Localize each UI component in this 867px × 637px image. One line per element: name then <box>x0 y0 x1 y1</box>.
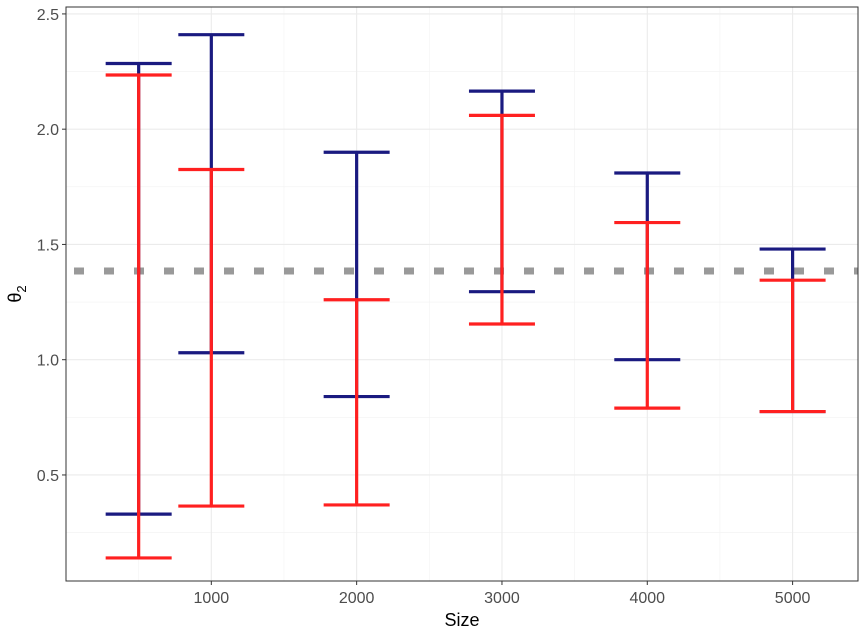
error-bar <box>759 278 826 414</box>
y-tick-label: 2.5 <box>37 7 59 24</box>
x-tick-label: 2000 <box>339 590 375 607</box>
error-bar <box>105 73 172 560</box>
y-tick-label: 2.0 <box>37 122 59 139</box>
error-bar <box>614 220 681 410</box>
panel-border <box>65 6 859 582</box>
y-tick-label: 1.0 <box>37 353 59 370</box>
x-tick-label: 1000 <box>194 590 230 607</box>
error-bar <box>468 113 535 326</box>
error-bar <box>178 167 245 508</box>
y-axis-title: θ2 <box>5 285 29 302</box>
x-tick-label: 3000 <box>484 590 520 607</box>
error-bar <box>323 298 390 507</box>
x-tick-label: 4000 <box>629 590 665 607</box>
y-axis-title-subscript: 2 <box>14 285 29 292</box>
y-tick-label: 0.5 <box>37 468 59 485</box>
x-tick-label: 5000 <box>775 590 811 607</box>
y-axis-title-symbol: θ <box>5 293 25 303</box>
x-axis: 1000 2000 3000 4000 5000 <box>194 581 811 607</box>
y-tick-label: 1.5 <box>37 237 59 254</box>
x-axis-title: Size <box>444 610 479 630</box>
y-axis: 0.5 1.0 1.5 2.0 2.5 <box>37 7 66 485</box>
error-bars <box>105 33 826 560</box>
